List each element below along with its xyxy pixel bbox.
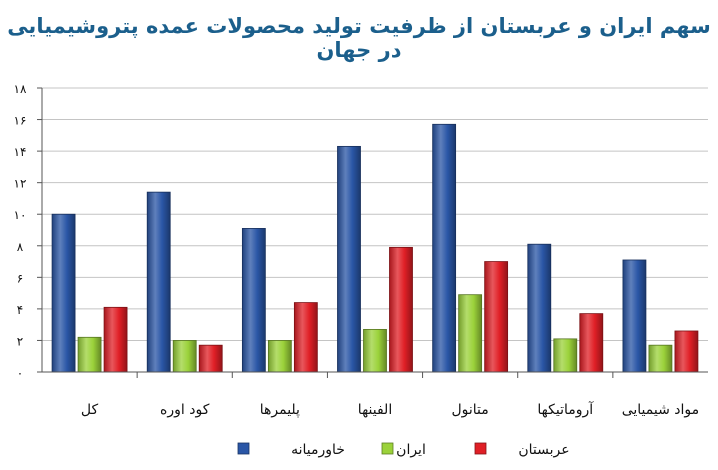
bar-2-3 <box>267 340 292 373</box>
legend-label: خاورمیانه <box>291 442 345 458</box>
y-tick-label: ۶ <box>17 271 23 285</box>
legend-label: عربستان <box>518 442 569 458</box>
y-tick-label: ۸ <box>17 240 24 254</box>
axis-layer: ۰ ۲ ۴ ۶ ۸ ۱۰ ۱۲ ۱۴ ۱۶ ۱۸ کل کود اوره پلیمرها الفینها م… <box>14 82 708 418</box>
y-tick-label: ۱۰ <box>14 208 27 222</box>
bars-layer <box>51 123 699 373</box>
bar-1-7 <box>622 259 647 373</box>
y-tick-label: ۱۸ <box>14 82 27 96</box>
y-tick-label: ۱۶ <box>14 114 27 128</box>
y-tick-label: ۰ <box>17 366 23 380</box>
legend-swatch <box>474 442 487 455</box>
bar-1-3 <box>241 228 266 373</box>
y-tick-label: ۱۲ <box>14 177 27 191</box>
category-label: مواد شیمیایی <box>622 402 699 418</box>
bar-1-6 <box>527 243 552 373</box>
bar-3-7 <box>674 330 699 373</box>
bar-2-7 <box>648 344 673 373</box>
bar-3-1 <box>103 306 128 373</box>
y-tick-label: ۱۴ <box>14 145 27 159</box>
bar-3-2 <box>198 344 223 373</box>
bar-2-2 <box>172 340 197 373</box>
bar-2-5 <box>458 294 483 373</box>
bar-3-5 <box>484 261 509 373</box>
legend-swatch <box>237 442 250 455</box>
category-label: الفینها <box>358 402 392 418</box>
y-tick-label: ۴ <box>17 303 23 317</box>
legend-label: ایران <box>396 442 426 458</box>
category-label: پلیمرها <box>260 402 300 418</box>
bar-2-1 <box>77 336 102 373</box>
category-label: کود اوره <box>160 402 210 418</box>
bar-1-4 <box>337 145 361 373</box>
bar-3-3 <box>293 302 318 373</box>
category-label: آروماتیکها <box>537 401 594 418</box>
chart-title: سهم ایران و عربستان از ظرفیت تولید محصول… <box>7 14 711 62</box>
category-label: کل <box>81 402 99 418</box>
bar-3-6 <box>579 313 604 373</box>
bar-2-4 <box>363 328 387 373</box>
bar-1-1 <box>51 213 76 373</box>
legend: خاورمیانه ایران عربستان <box>237 442 570 458</box>
bar-1-5 <box>432 123 457 373</box>
category-label: متانول <box>451 402 488 418</box>
legend-swatch <box>381 442 394 455</box>
bar-1-2 <box>146 191 171 373</box>
bar-3-4 <box>389 246 413 373</box>
y-tick-label: ۲ <box>17 334 23 348</box>
bar-2-6 <box>553 338 578 373</box>
